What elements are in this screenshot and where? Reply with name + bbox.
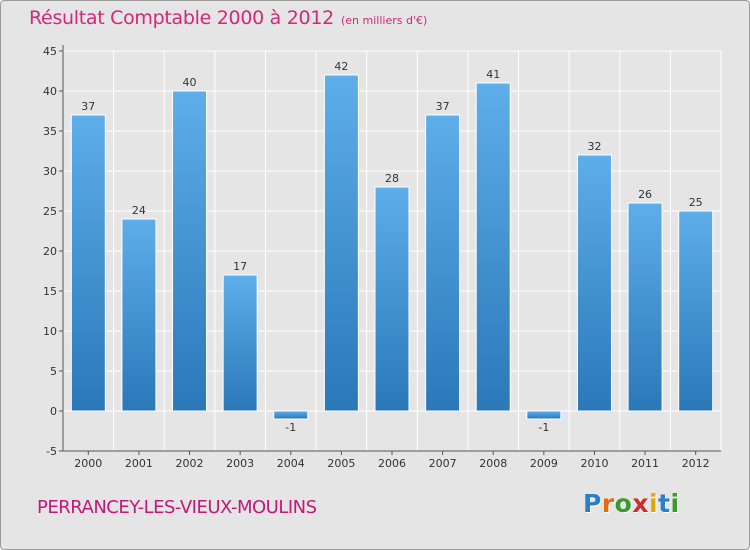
y-tick-label: 25 (43, 205, 57, 218)
data-label: 28 (385, 172, 399, 185)
y-tick-label: 40 (43, 85, 57, 98)
x-tick-label: 2010 (580, 457, 608, 470)
bar (70, 114, 106, 412)
bar (526, 410, 562, 420)
bar (222, 274, 258, 412)
x-tick-label: 2005 (327, 457, 355, 470)
bar (323, 74, 359, 412)
bar (627, 202, 663, 412)
y-tick-label: 15 (43, 285, 57, 298)
brand-logo-letter: x (632, 489, 649, 518)
place-name: PERRANCEY-LES-VIEUX-MOULINS (37, 497, 317, 518)
x-tick-label: 2008 (479, 457, 507, 470)
bar (273, 410, 309, 420)
y-tick-label: 30 (43, 165, 57, 178)
x-tick-label: 2011 (631, 457, 659, 470)
x-tick-label: 2002 (176, 457, 204, 470)
x-tick-label: 2009 (530, 457, 558, 470)
y-tick-label: 45 (43, 45, 57, 58)
y-tick-label: -5 (46, 445, 57, 458)
x-tick-label: 2001 (125, 457, 153, 470)
data-label: 40 (183, 76, 197, 89)
data-label: 41 (486, 68, 500, 81)
bar (425, 114, 461, 412)
x-tick-label: 2007 (429, 457, 457, 470)
bars (70, 74, 714, 420)
data-label: 37 (436, 100, 450, 113)
brand-logo-letter: t (658, 489, 671, 518)
brand-logo-letter: r (601, 489, 615, 518)
data-label: 37 (81, 100, 95, 113)
bar (172, 90, 208, 412)
brand-logo-letter: o (614, 489, 633, 518)
data-label: 32 (587, 140, 601, 153)
x-tick-label: 2012 (682, 457, 710, 470)
tick-labels: -5 0 5 10 15 20 25 30 35 40 45 2000 2001 2002 2003 2004… (43, 45, 710, 470)
data-label: -1 (538, 421, 549, 434)
data-labels: 37 24 40 17 -1 42 28 37 41 -1 32 26 25 (81, 60, 702, 434)
x-tick-label: 2000 (74, 457, 102, 470)
y-tick-label: 0 (50, 405, 57, 418)
x-tick-label: 2004 (277, 457, 305, 470)
brand-logo-letter: i (649, 489, 659, 518)
data-label: 17 (233, 260, 247, 273)
y-tick-label: 20 (43, 245, 57, 258)
bar (121, 218, 157, 412)
y-tick-label: 5 (50, 365, 57, 378)
bar (475, 82, 511, 412)
bar (576, 154, 612, 412)
brand-logo-letter: P (583, 489, 602, 518)
brand-logo-letter: i (670, 489, 680, 518)
axes (59, 45, 721, 455)
data-label: 42 (334, 60, 348, 73)
bar (678, 210, 714, 412)
x-tick-label: 2003 (226, 457, 254, 470)
y-tick-label: 35 (43, 125, 57, 138)
chart-subtitle: (en milliers d'€) (341, 14, 428, 27)
y-tick-label: 10 (43, 325, 57, 338)
data-label: -1 (285, 421, 296, 434)
data-label: 26 (638, 188, 652, 201)
x-tick-label: 2006 (378, 457, 406, 470)
brand-logo: Proxiti (583, 489, 680, 518)
chart-title: Résultat Comptable 2000 à 2012 (29, 7, 334, 29)
bar (374, 186, 410, 412)
data-label: 24 (132, 204, 146, 217)
data-label: 25 (689, 196, 703, 209)
